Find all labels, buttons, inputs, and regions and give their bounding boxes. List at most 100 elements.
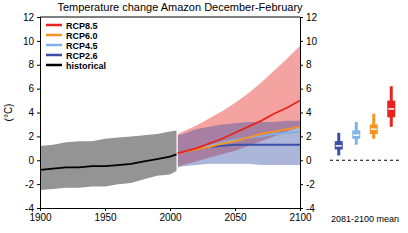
tick-label: 2 — [28, 131, 34, 142]
box-median — [336, 145, 342, 147]
tick-mark — [37, 65, 40, 66]
legend-label: RCP2.6 — [66, 51, 98, 61]
legend-label: historical — [66, 61, 106, 71]
tick: 4 — [300, 107, 312, 118]
tick: 0 — [28, 155, 40, 166]
tick-mark — [37, 208, 40, 209]
tick-label: 10 — [306, 36, 318, 47]
range-band — [40, 130, 177, 190]
axis-line — [37, 18, 41, 209]
series-line — [40, 154, 177, 170]
tick-label: 4 — [28, 107, 34, 118]
tick-label: 12 — [23, 12, 35, 23]
tick: -2 — [25, 179, 40, 190]
tick-label: 6 — [306, 83, 312, 94]
tick-mark — [300, 184, 303, 185]
tick-mark — [105, 208, 106, 211]
box-body — [335, 141, 343, 149]
series-line — [178, 101, 300, 154]
baseline — [330, 160, 400, 161]
tick-label: 2000 — [159, 212, 182, 223]
box-median — [371, 128, 377, 130]
tick-label: 4 — [306, 107, 312, 118]
tick-mark — [300, 208, 301, 211]
tick-mark — [37, 89, 40, 90]
tick-mark — [37, 41, 40, 42]
legend-swatch — [46, 44, 62, 47]
tick: 10 — [300, 36, 318, 47]
tick: 8 — [300, 59, 312, 70]
tick-mark — [300, 113, 303, 114]
tick-mark — [300, 160, 303, 161]
tick-mark — [37, 113, 40, 114]
chart-title: Temperature change Amazon December-Febru… — [57, 1, 303, 13]
tick-label: 6 — [28, 83, 34, 94]
legend-swatch — [46, 24, 62, 27]
tick: 10 — [23, 36, 40, 47]
box-body — [352, 130, 360, 138]
box-body — [370, 124, 378, 134]
box-median — [353, 134, 359, 136]
tick-label: 8 — [28, 59, 34, 70]
tick: 2 — [300, 131, 312, 142]
tick-label: 12 — [306, 12, 318, 23]
plot-area — [40, 46, 300, 190]
tick: 12 — [23, 12, 40, 23]
tick-mark — [37, 136, 40, 137]
tick: 0 — [300, 155, 312, 166]
tick-label: -2 — [25, 179, 34, 190]
legend-label: RCP4.5 — [66, 41, 98, 51]
tick-mark — [300, 17, 303, 18]
legend-swatch — [46, 54, 62, 57]
tick-label: 0 — [28, 155, 34, 166]
legend-swatch — [46, 64, 62, 67]
tick: 8 — [28, 59, 40, 70]
axis: -4-2024681012 — [23, 12, 41, 214]
axis-line — [301, 18, 304, 209]
y-axis-title: (°C) — [3, 104, 14, 122]
tick: 6 — [300, 83, 312, 94]
box-label: 2081-2100 mean — [331, 214, 399, 224]
tick-label: 2100 — [289, 212, 312, 223]
tick-mark — [300, 41, 303, 42]
range-band — [178, 121, 300, 168]
tick-mark — [300, 136, 303, 137]
legend-label: RCP8.5 — [66, 21, 98, 31]
tick-label: 8 — [306, 59, 312, 70]
tick: 4 — [28, 107, 40, 118]
axis: -4-2024681012 — [300, 12, 318, 214]
tick-label: 10 — [23, 36, 35, 47]
tick-mark — [40, 208, 41, 211]
axis-line — [41, 209, 301, 212]
axis: 1900 1950 2000 2050 2100 — [29, 208, 312, 223]
tick: 2050 — [224, 208, 247, 223]
tick-mark — [170, 208, 171, 211]
tick-label: 1900 — [29, 212, 52, 223]
tick-label: 0 — [306, 155, 312, 166]
chart-root: Temperature change Amazon December-Febru… — [0, 0, 408, 233]
tick: 1900 — [29, 208, 52, 223]
tick: 6 — [28, 83, 40, 94]
legend: RCP8.5RCP6.0RCP4.5RCP2.6historical — [46, 21, 106, 71]
box-body — [387, 101, 395, 118]
legend-swatch — [46, 34, 62, 37]
tick: 2000 — [159, 208, 182, 223]
tick: 1950 — [94, 208, 117, 223]
tick: 2 — [28, 131, 40, 142]
tick-mark — [300, 89, 303, 90]
tick-label: 1950 — [94, 212, 117, 223]
tick-label: 2 — [306, 131, 312, 142]
tick-mark — [300, 65, 303, 66]
frame-top — [40, 17, 300, 18]
tick: 2100 — [289, 208, 312, 223]
tick-mark — [37, 184, 40, 185]
tick-mark — [235, 208, 236, 211]
tick-mark — [37, 17, 40, 18]
tick-label: 2050 — [224, 212, 247, 223]
tick-label: -2 — [306, 179, 315, 190]
box-median — [388, 108, 394, 110]
tick: -2 — [300, 179, 315, 190]
tick-mark — [37, 160, 40, 161]
tick: 12 — [300, 12, 318, 23]
box-panel: 2081-2100 mean — [330, 86, 400, 224]
